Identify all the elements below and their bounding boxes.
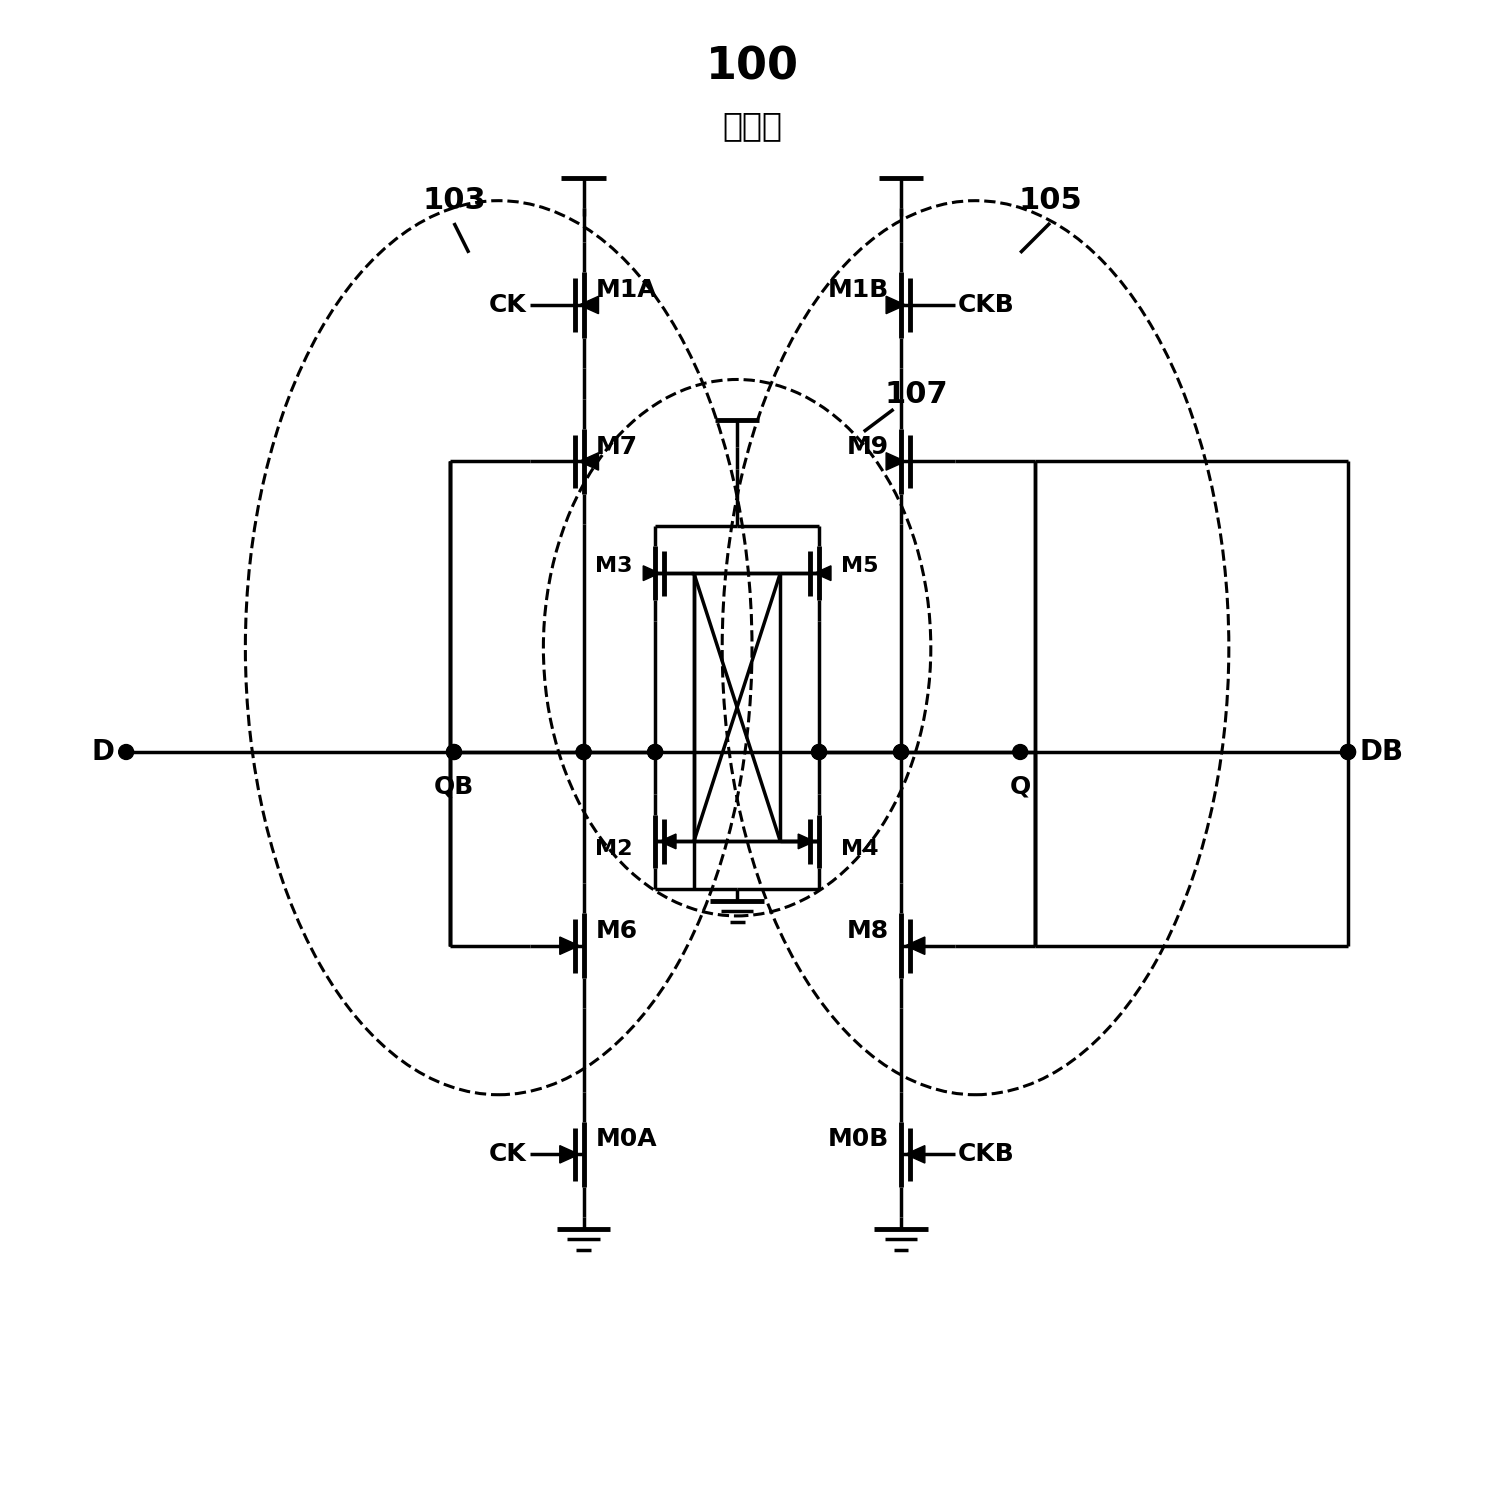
Polygon shape xyxy=(579,296,599,314)
Text: M4: M4 xyxy=(841,839,878,859)
Text: M2: M2 xyxy=(596,839,633,859)
Text: CK: CK xyxy=(489,1143,526,1166)
Text: Q: Q xyxy=(1009,775,1030,799)
Text: CK: CK xyxy=(489,293,526,317)
Polygon shape xyxy=(815,566,832,581)
Circle shape xyxy=(1340,744,1355,760)
Polygon shape xyxy=(886,296,905,314)
Polygon shape xyxy=(644,566,660,581)
Circle shape xyxy=(812,744,827,760)
Text: M8: M8 xyxy=(847,919,889,943)
Text: 100: 100 xyxy=(705,45,799,89)
Polygon shape xyxy=(905,1146,925,1163)
Polygon shape xyxy=(660,835,675,848)
Text: M3: M3 xyxy=(596,556,633,576)
Polygon shape xyxy=(579,453,599,471)
Text: M1A: M1A xyxy=(596,278,657,302)
Circle shape xyxy=(1012,744,1027,760)
Text: DB: DB xyxy=(1360,738,1405,766)
Text: 锁存器: 锁存器 xyxy=(722,110,782,143)
Circle shape xyxy=(447,744,462,760)
Text: 107: 107 xyxy=(884,381,948,409)
Circle shape xyxy=(447,744,462,760)
Text: D: D xyxy=(92,738,114,766)
Circle shape xyxy=(576,744,591,760)
Text: M7: M7 xyxy=(596,435,638,459)
Text: M6: M6 xyxy=(596,919,638,943)
Text: 103: 103 xyxy=(423,186,486,215)
Circle shape xyxy=(893,744,908,760)
Polygon shape xyxy=(559,937,579,955)
Text: M0A: M0A xyxy=(596,1128,657,1152)
Polygon shape xyxy=(799,835,815,848)
Polygon shape xyxy=(886,453,905,471)
Polygon shape xyxy=(559,1146,579,1163)
Text: M1B: M1B xyxy=(827,278,889,302)
Text: CKB: CKB xyxy=(958,1143,1014,1166)
Text: CKB: CKB xyxy=(958,293,1014,317)
Text: M9: M9 xyxy=(847,435,889,459)
Circle shape xyxy=(1340,744,1355,760)
Circle shape xyxy=(893,744,908,760)
Text: QB: QB xyxy=(433,775,474,799)
Circle shape xyxy=(648,744,663,760)
Text: M5: M5 xyxy=(841,556,878,576)
Polygon shape xyxy=(905,937,925,955)
Circle shape xyxy=(812,744,827,760)
Circle shape xyxy=(576,744,591,760)
Text: M0B: M0B xyxy=(827,1128,889,1152)
Circle shape xyxy=(648,744,663,760)
Circle shape xyxy=(119,744,134,760)
Text: 105: 105 xyxy=(1018,186,1081,215)
